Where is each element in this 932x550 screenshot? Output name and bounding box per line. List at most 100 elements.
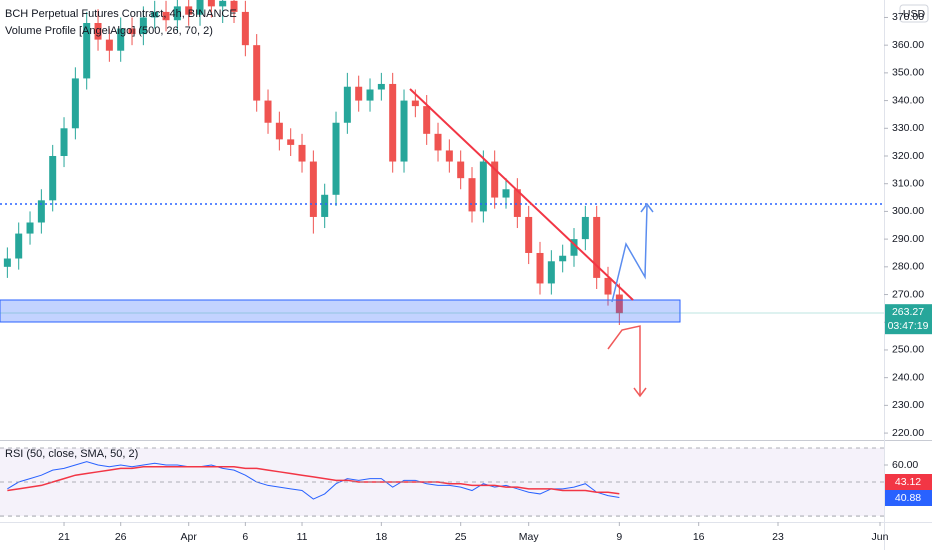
candle-body (468, 178, 476, 212)
candle-body (37, 200, 45, 223)
x-tick-label: 16 (693, 531, 705, 543)
candle-body (71, 78, 79, 129)
x-tick-label: 18 (376, 531, 388, 543)
candle-body (536, 252, 544, 284)
x-tick-label: 21 (58, 531, 70, 543)
candle-body (196, 0, 204, 15)
candle-body (26, 222, 34, 234)
candle-body (513, 189, 521, 217)
candle-body (321, 194, 329, 217)
candle-body (411, 100, 419, 107)
y-tick-label: 230.00 (892, 399, 924, 411)
candle-body (151, 11, 159, 18)
candle-body (502, 189, 510, 198)
candle-body (570, 239, 578, 256)
candle-body (117, 28, 125, 51)
candle-body (60, 128, 68, 156)
candle-body (162, 11, 170, 21)
candle-body (400, 100, 408, 162)
candle-body (15, 233, 23, 259)
candle-body (139, 17, 147, 35)
y-tick-label: 250.00 (892, 344, 924, 356)
candle-body (593, 216, 601, 278)
candle-body (355, 86, 363, 101)
candle-body (491, 161, 499, 198)
rsi-value-box (885, 474, 932, 490)
trend-line (409, 88, 634, 301)
x-tick-label: 25 (455, 531, 467, 543)
candle-body (173, 6, 181, 21)
countdown: 03:47:19 (888, 320, 929, 332)
y-tick-label: 60.00 (892, 459, 918, 471)
last-price: 263.27 (892, 306, 924, 318)
down-arrow (607, 325, 641, 395)
y-tick-label: 220.00 (892, 427, 924, 439)
candle-body (128, 28, 136, 35)
candle-body (287, 139, 295, 145)
indicator-label: Volume Profile [AngelAlgo] (500, 26, 70,… (5, 25, 213, 37)
candle-body (457, 161, 465, 179)
rsi-pane (7, 461, 620, 500)
candle-body (615, 294, 623, 314)
candle-body (389, 83, 397, 162)
candle-body (207, 0, 215, 7)
candle-body (275, 122, 283, 140)
y-tick-label: 350.00 (892, 67, 924, 79)
y-tick-label: 320.00 (892, 150, 924, 162)
rsi-value: 40.88 (895, 492, 921, 504)
y-tick-label: 370.00 (892, 11, 924, 23)
candle-body (298, 144, 306, 162)
down-arrow-head (633, 387, 647, 398)
candle-body (185, 6, 193, 15)
y-tick-label: 240.00 (892, 371, 924, 383)
drawings (0, 88, 884, 398)
candle-body (445, 150, 453, 162)
chart-title: BCH Perpetual Futures Contract, 4h, BINA… (5, 8, 237, 20)
candle-body (434, 133, 442, 151)
candle-body (105, 39, 113, 51)
candle-body (581, 216, 589, 240)
candle-body (309, 161, 317, 217)
candle-body (366, 89, 374, 101)
candle-body (49, 155, 57, 201)
y-tick-label: 280.00 (892, 261, 924, 273)
x-tick-label: Apr (181, 531, 198, 543)
x-tick-label: 9 (616, 531, 622, 543)
up-arrow-head (640, 202, 654, 213)
y-tick-label: 270.00 (892, 288, 924, 300)
y-tick-label: 290.00 (892, 233, 924, 245)
up-arrow (611, 205, 648, 303)
y-tick-label: 360.00 (892, 39, 924, 51)
candle-body (423, 106, 431, 134)
x-tick-label: May (519, 531, 540, 543)
last-price-box (885, 304, 932, 335)
candle-body (253, 45, 261, 101)
candle-body (479, 161, 487, 212)
candle-body (377, 83, 385, 90)
candle-body (343, 86, 351, 123)
rsi-line (7, 461, 620, 500)
x-tick-label: 23 (772, 531, 784, 543)
rsi-label: RSI (50, close, SMA, 50, 2) (5, 448, 138, 460)
rsi-value-box (885, 490, 932, 506)
candle-body (264, 100, 272, 123)
candle-body (83, 22, 91, 79)
y-tick-label: 310.00 (892, 177, 924, 189)
x-tick-label: 26 (115, 531, 127, 543)
candle-body (547, 261, 555, 284)
currency[interactable]: USD (903, 8, 926, 20)
candle-body (230, 0, 238, 12)
candle-body (241, 11, 249, 46)
candle-body (559, 255, 567, 262)
x-tick-label: 6 (242, 531, 248, 543)
candle-body (94, 22, 102, 40)
rsi-line (7, 465, 620, 495)
y-tick-label: 300.00 (892, 205, 924, 217)
rsi-value: 43.12 (895, 476, 921, 488)
x-tick-label: Jun (872, 531, 889, 543)
x-tick-label: 11 (297, 531, 308, 543)
currency-box[interactable] (899, 4, 929, 23)
candle-body (3, 258, 11, 267)
